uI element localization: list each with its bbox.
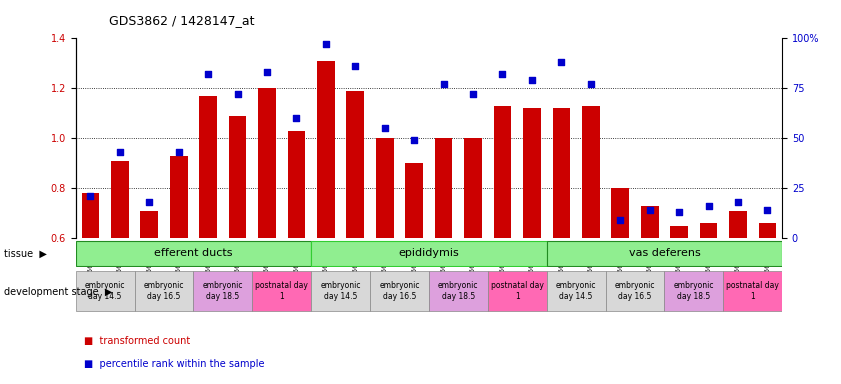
Bar <box>140 210 158 238</box>
Bar <box>611 188 629 238</box>
Bar <box>547 242 782 266</box>
Text: embryonic
day 14.5: embryonic day 14.5 <box>556 281 596 301</box>
Text: ■  transformed count: ■ transformed count <box>84 336 190 346</box>
Point <box>348 63 362 70</box>
Text: tissue  ▶: tissue ▶ <box>4 248 47 258</box>
Bar <box>370 271 429 311</box>
Point <box>466 91 479 98</box>
Bar <box>111 161 129 238</box>
Bar <box>229 116 246 238</box>
Point <box>260 69 273 75</box>
Bar <box>729 210 747 238</box>
Text: efferent ducts: efferent ducts <box>154 248 233 258</box>
Bar <box>494 106 511 238</box>
Text: postnatal day
1: postnatal day 1 <box>256 281 308 301</box>
Point <box>230 91 244 98</box>
Point <box>289 115 303 121</box>
Bar <box>76 271 135 311</box>
Bar <box>641 205 659 238</box>
Point <box>172 149 185 155</box>
Bar <box>553 108 570 238</box>
Point <box>701 203 715 209</box>
Text: embryonic
day 16.5: embryonic day 16.5 <box>615 281 655 301</box>
Bar <box>405 163 423 238</box>
Text: development stage  ▶: development stage ▶ <box>4 287 113 297</box>
Point <box>142 199 156 205</box>
Bar <box>317 61 335 238</box>
Bar <box>199 96 217 238</box>
Point <box>319 41 332 48</box>
Bar <box>258 88 276 238</box>
Text: embryonic
day 18.5: embryonic day 18.5 <box>203 281 243 301</box>
Point <box>761 207 775 213</box>
Text: vas deferens: vas deferens <box>628 248 701 258</box>
Text: ■  percentile rank within the sample: ■ percentile rank within the sample <box>84 359 265 369</box>
Point <box>584 81 597 88</box>
Bar <box>170 156 188 238</box>
Point <box>83 193 97 199</box>
Bar <box>664 271 723 311</box>
Bar <box>376 138 394 238</box>
Point <box>614 217 627 223</box>
Bar <box>582 106 600 238</box>
Bar <box>76 242 311 266</box>
Point <box>113 149 126 155</box>
Bar <box>700 223 717 238</box>
Bar <box>723 271 782 311</box>
Point <box>437 81 451 88</box>
Point <box>525 77 538 83</box>
Bar <box>547 271 606 311</box>
Bar <box>288 131 305 238</box>
Point <box>495 71 509 78</box>
Text: embryonic
day 16.5: embryonic day 16.5 <box>379 281 420 301</box>
Bar <box>193 271 252 311</box>
Text: epididymis: epididymis <box>399 248 459 258</box>
Bar <box>606 271 664 311</box>
Text: embryonic
day 14.5: embryonic day 14.5 <box>320 281 361 301</box>
Point <box>201 71 214 78</box>
Text: postnatal day
1: postnatal day 1 <box>727 281 779 301</box>
Bar <box>759 223 776 238</box>
Point <box>407 137 420 143</box>
Bar <box>346 91 364 238</box>
Bar <box>311 242 547 266</box>
Text: embryonic
day 16.5: embryonic day 16.5 <box>144 281 184 301</box>
Point <box>378 125 391 131</box>
Bar <box>523 108 541 238</box>
Text: postnatal day
1: postnatal day 1 <box>491 281 543 301</box>
Bar <box>252 271 311 311</box>
Text: embryonic
day 14.5: embryonic day 14.5 <box>85 281 125 301</box>
Bar <box>82 193 99 238</box>
Bar <box>435 138 452 238</box>
Point <box>643 207 657 213</box>
Text: embryonic
day 18.5: embryonic day 18.5 <box>674 281 714 301</box>
Point <box>732 199 745 205</box>
Bar <box>488 271 547 311</box>
Bar <box>464 138 482 238</box>
Bar <box>311 271 370 311</box>
Bar <box>429 271 488 311</box>
Bar <box>135 271 193 311</box>
Point <box>555 59 569 65</box>
Text: embryonic
day 18.5: embryonic day 18.5 <box>438 281 479 301</box>
Bar <box>670 225 688 238</box>
Point <box>673 209 686 215</box>
Text: GDS3862 / 1428147_at: GDS3862 / 1428147_at <box>109 14 255 27</box>
